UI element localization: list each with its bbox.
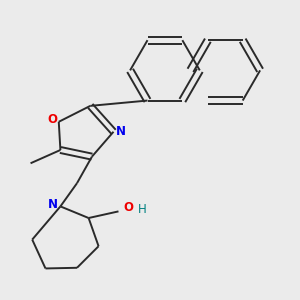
Text: N: N <box>48 198 58 211</box>
Text: N: N <box>116 125 126 138</box>
Text: H: H <box>138 203 147 216</box>
Text: O: O <box>123 201 134 214</box>
Text: O: O <box>48 112 58 126</box>
